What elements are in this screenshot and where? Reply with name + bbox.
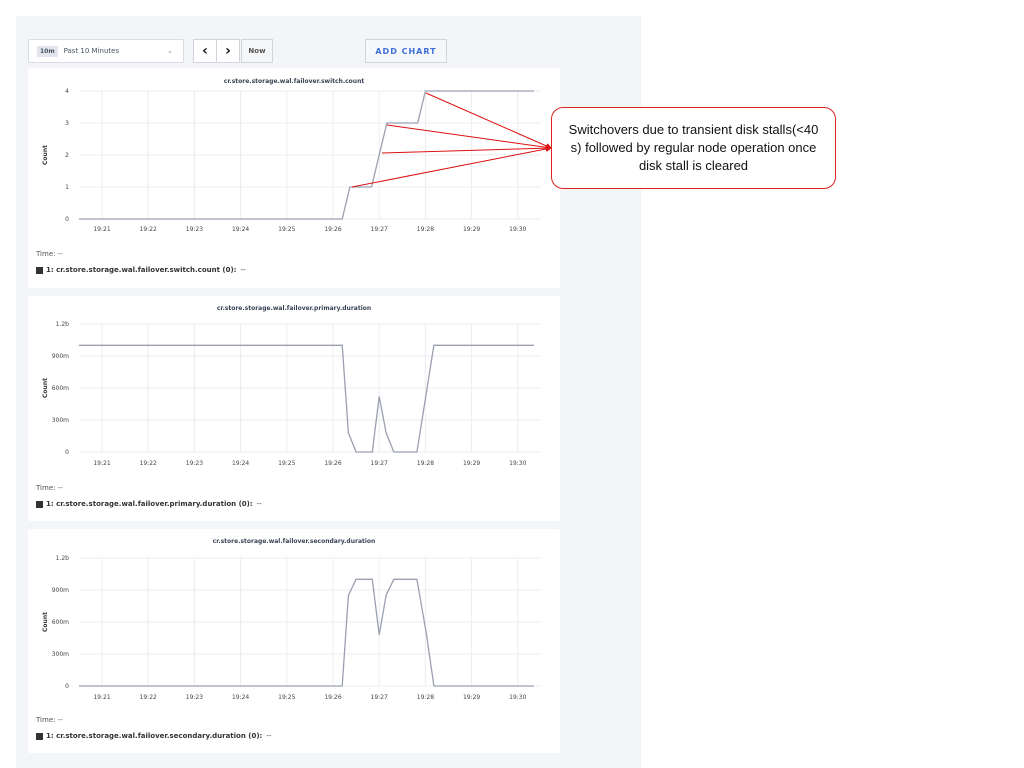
chart-plot: 0 300m 600m 900m 1.2b 19:21 19:22 19:23 19:24 19:… [42,555,541,701]
chart-title: cr.store.storage.wal.failover.primary.du… [216,305,372,312]
chart-card: 0 300m 600m 900m 1.2b 19:21 19:22 19:23 19:24 19:… [28,529,560,753]
series-line [78,578,534,687]
y-tick-label: 2 [65,152,69,159]
x-tick-label: 19:27 [371,460,388,467]
time-value: -- [57,716,63,724]
time-readout: Time: -- [36,716,63,724]
x-tick-label: 19:25 [278,460,295,467]
chevron-right-icon: › [225,43,231,59]
x-tick-label: 19:26 [324,226,341,233]
x-tick-label: 19:28 [417,694,434,701]
x-tick-label: 19:24 [232,460,249,467]
legend-label: 1: cr.store.storage.wal.failover.switch.… [46,266,237,274]
legend-swatch [36,732,43,740]
annotation-arrow [351,146,552,188]
time-value: -- [57,484,63,492]
y-tick-label: 600m [52,385,69,392]
legend-value: -- [256,500,262,508]
time-label: Time: [36,716,56,724]
series-line [78,90,534,220]
chevron-down-icon: ⌄ [167,47,173,55]
chart-title: cr.store.storage.wal.failover.secondary.… [212,538,376,545]
legend-label: 1: cr.store.storage.wal.failover.primary… [46,500,253,508]
y-tick-label: 3 [65,120,69,127]
x-tick-label: 19:21 [93,226,110,233]
x-tick-label: 19:30 [509,226,526,233]
x-tick-label: 19:21 [93,694,110,701]
y-tick-label: 900m [52,587,69,594]
time-value: -- [57,250,63,258]
x-tick-label: 19:26 [324,694,341,701]
y-tick-label: 0 [65,216,69,223]
legend-value: -- [266,732,272,740]
x-tick-label: 19:21 [93,460,110,467]
x-tick-label: 19:23 [186,226,203,233]
y-tick-label: 4 [65,88,69,95]
y-tick-label: 1.2b [56,321,70,328]
y-axis-label: Count [42,612,49,632]
y-tick-label: 300m [52,417,69,424]
legend-item[interactable]: 1: cr.store.storage.wal.failover.primary… [36,500,262,508]
annotation-callout: Switchovers due to transient disk stalls… [551,107,836,189]
time-readout: Time: -- [36,484,63,492]
previous-button[interactable]: ‹ [193,39,217,63]
x-tick-label: 19:26 [324,460,341,467]
x-tick-label: 19:24 [232,694,249,701]
range-badge: 10m [37,45,58,57]
x-tick-label: 19:29 [463,226,480,233]
x-tick-label: 19:23 [186,694,203,701]
y-tick-label: 0 [65,449,69,456]
legend-value: -- [240,266,246,274]
legend-item[interactable]: 1: cr.store.storage.wal.failover.seconda… [36,732,271,740]
x-tick-label: 19:22 [140,460,157,467]
x-tick-label: 19:24 [232,226,249,233]
chart-plot: 0 300m 600m 900m 1.2b 19:21 19:22 19:23 19:24 19:… [42,321,541,467]
y-axis-label: Count [42,145,49,165]
x-tick-label: 19:23 [186,460,203,467]
chart-title: cr.store.storage.wal.failover.switch.cou… [223,78,365,85]
x-tick-label: 19:30 [509,694,526,701]
annotation-arrow [381,145,552,154]
x-tick-label: 19:22 [140,694,157,701]
y-tick-label: 600m [52,619,69,626]
legend-swatch [36,500,43,508]
x-tick-label: 19:25 [278,226,295,233]
range-label: Past 10 Minutes [63,47,120,55]
legend-swatch [36,266,43,274]
chevron-left-icon: ‹ [202,43,208,59]
y-tick-label: 0 [65,683,69,690]
time-label: Time: [36,484,56,492]
x-tick-label: 19:27 [371,226,388,233]
y-tick-label: 300m [52,651,69,658]
add-chart-button[interactable]: ADD CHART [365,39,447,63]
annotation-arrow [386,124,552,151]
x-tick-label: 19:30 [509,460,526,467]
x-tick-label: 19:29 [463,460,480,467]
chart-card: 0 300m 600m 900m 1.2b 19:21 19:22 19:23 19:24 19:… [28,296,560,521]
time-label: Time: [36,250,56,258]
x-tick-label: 19:29 [463,694,480,701]
legend-label: 1: cr.store.storage.wal.failover.seconda… [46,732,263,740]
y-tick-label: 900m [52,353,69,360]
next-button[interactable]: › [216,39,240,63]
chart-plot: 0 1 2 3 4 19:21 19:22 19:23 19:24 19:25 19:26 19:27… [42,88,541,233]
time-range-select[interactable]: 10m Past 10 Minutes ⌄ [28,39,184,63]
series-line [78,344,534,453]
legend-item[interactable]: 1: cr.store.storage.wal.failover.switch.… [36,266,246,274]
x-tick-label: 19:27 [371,694,388,701]
y-tick-label: 1 [65,184,69,191]
x-tick-label: 19:28 [417,460,434,467]
y-axis-label: Count [42,378,49,398]
x-tick-label: 19:22 [140,226,157,233]
annotation-arrow [425,92,552,149]
chart-card: 0 1 2 3 4 19:21 19:22 19:23 19:24 19:25 19:26 19:27… [28,68,560,288]
x-tick-label: 19:28 [417,226,434,233]
now-button[interactable]: Now [241,39,273,63]
x-tick-label: 19:25 [278,694,295,701]
time-readout: Time: -- [36,250,63,258]
y-tick-label: 1.2b [56,555,70,562]
